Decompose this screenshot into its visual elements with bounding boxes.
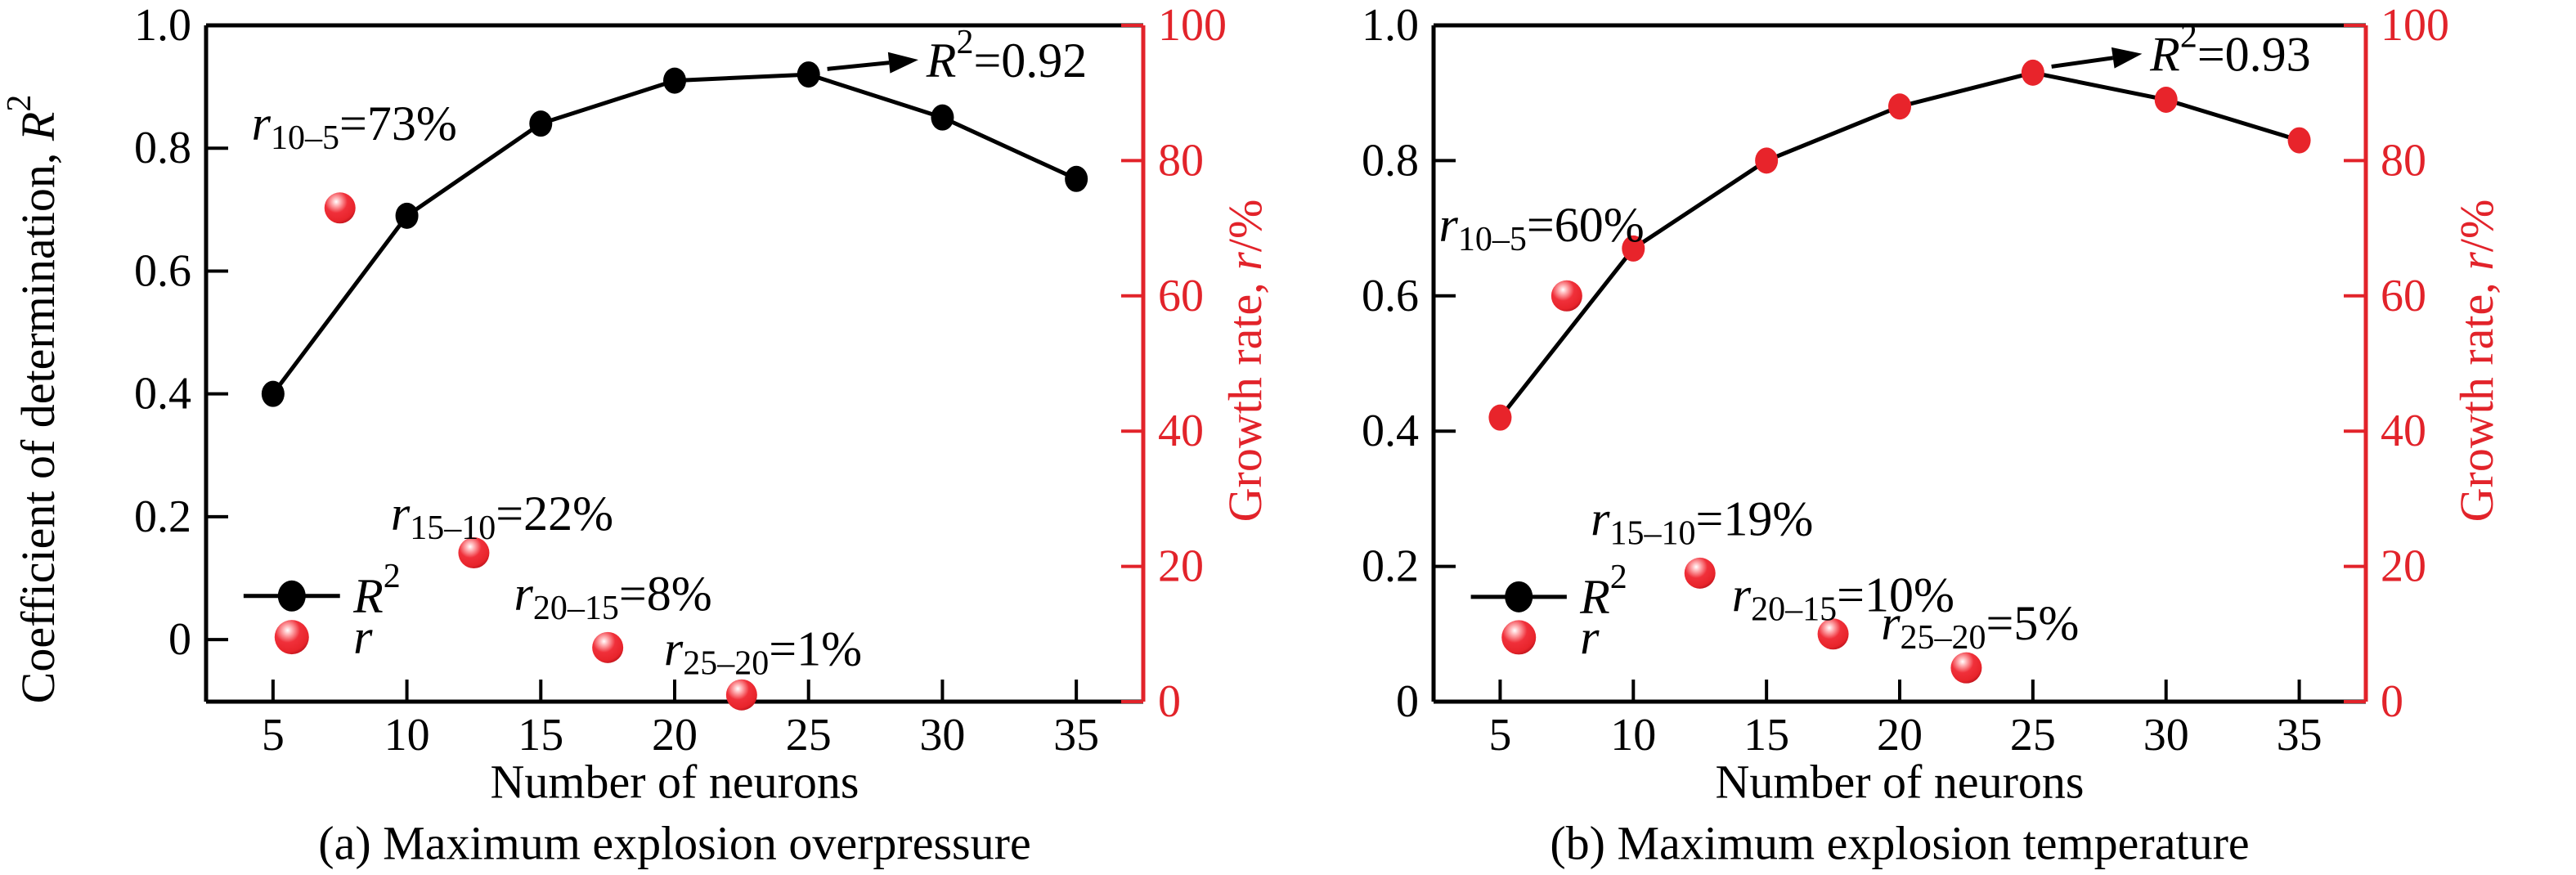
legend-r-marker [1501,620,1537,655]
peak-arrow-line [2051,56,2114,69]
growth-annotation: r25–20=1% [664,621,862,682]
left-tick-label: 0.2 [1362,541,1419,592]
x-tick-label: 10 [1610,710,1656,761]
left-tick-label: 0.8 [1362,135,1419,186]
r2-marker [931,104,954,131]
left-tick-label: 1.0 [1362,0,1419,51]
peak-annotation: R2=0.92 [926,24,1088,88]
chart-caption: (a) Maximum explosion overpressure [318,817,1030,870]
right-tick-label: 80 [1158,135,1204,186]
x-tick-label: 15 [1744,710,1789,761]
r2-marker [2021,59,2044,86]
legend-r-label: r [353,610,373,664]
r2-marker [663,67,686,94]
growth-annotation: r10–5=60% [1439,198,1645,258]
x-tick-label: 35 [1053,710,1099,761]
r2-marker [1888,93,1911,120]
right-tick-label: 40 [1158,406,1204,456]
right-tick-label: 20 [1158,541,1204,592]
right-tick-label: 20 [2381,541,2426,592]
growth-annotation: r10–5=73% [252,96,457,157]
left-tick-label: 0.4 [1362,406,1419,456]
right-tick-label: 0 [1158,676,1181,727]
left-tick-label: 0 [1396,676,1419,727]
legend-r2-label: R2 [1579,559,1627,624]
legend-r-label: r [1580,610,1600,664]
growth-annotation: r15–10=19% [1591,492,1813,553]
left-tick-label: 0 [168,614,191,665]
x-tick-label: 35 [2277,710,2322,761]
x-tick-label: 30 [919,710,965,761]
right-tick-label: 80 [2381,135,2426,186]
growth-annotation: r25–20=5% [1881,596,2079,657]
x-tick-label: 5 [1488,710,1511,761]
x-tick-label: 25 [786,710,832,761]
left-tick-label: 1.0 [134,0,191,51]
left-tick-label: 0.6 [1362,271,1419,321]
growth-annotation: r20–15=10% [1732,568,1954,628]
r-scatter-dot [1684,557,1716,589]
peak-arrow-line [827,61,890,71]
peak-annotation: R2=0.93 [2149,18,2311,82]
r2-marker [395,202,419,229]
peak-arrow-head [2111,47,2143,69]
right-axis-title: Growth rate, r/% [1218,200,1272,523]
x-tick-label: 15 [518,710,563,761]
r-scatter-dot [458,537,490,569]
r2-marker [2154,86,2178,113]
right-tick-label: 60 [1158,271,1204,321]
r2-marker [1622,235,1645,262]
r2-marker [261,380,285,407]
left-tick-label: 0.8 [134,123,191,173]
right-tick-label: 100 [1158,0,1227,51]
legend-r-marker [274,620,309,655]
r-scatter-dot [592,631,624,663]
r-scatter-dot [1551,280,1582,312]
chart-panel-b: 1.0 0.8 0.6 0.4 0.2 0 100 80 60 40 20 0 5 10 15 20 25 30 3… [1362,0,2503,870]
r-scatter-dot [1950,652,1982,684]
left-tick-label: 0.6 [134,245,191,296]
right-tick-label: 0 [2381,676,2403,727]
left-axis-title: Coefficient of determination, R2 [1,95,65,704]
x-tick-label: 10 [384,710,430,761]
x-tick-label: 30 [2143,710,2189,761]
x-tick-label: 25 [2010,710,2056,761]
legend-r2-marker [1505,581,1533,612]
r2-marker [1488,404,1512,431]
x-tick-label: 20 [1877,710,1923,761]
right-tick-label: 100 [2381,0,2449,51]
right-axis-title: Growth rate, r/% [2450,200,2503,523]
r-scatter-dot [324,192,356,224]
r2-marker [2287,127,2311,154]
r2-marker [1755,147,1779,174]
r2-marker [797,61,820,88]
right-tick-label: 60 [2381,271,2426,321]
r2-marker [1065,165,1088,192]
chart-caption: (b) Maximum explosion temperature [1550,817,2249,870]
x-axis-label: Number of neurons [1715,756,2084,809]
x-tick-label: 5 [262,710,285,761]
r-scatter-dot [725,679,757,711]
x-axis-label: Number of neurons [490,756,859,809]
growth-annotation: r20–15=8% [514,567,712,627]
growth-annotation: r15–10=22% [391,487,613,547]
r-scatter-dot [1817,618,1849,650]
r2-marker [529,110,553,137]
chart-panel-a: 1.0 0.8 0.6 0.4 0.2 0 100 80 60 40 20 0 5 10 15 20 25 30 3… [1,0,1272,870]
legend-r2-marker [277,580,306,612]
left-tick-label: 0.4 [134,369,191,420]
legend-r2-label: R2 [352,558,401,623]
peak-arrow-head [887,52,918,74]
x-tick-label: 20 [652,710,698,761]
right-tick-label: 40 [2381,406,2426,456]
left-tick-label: 0.2 [134,491,191,542]
